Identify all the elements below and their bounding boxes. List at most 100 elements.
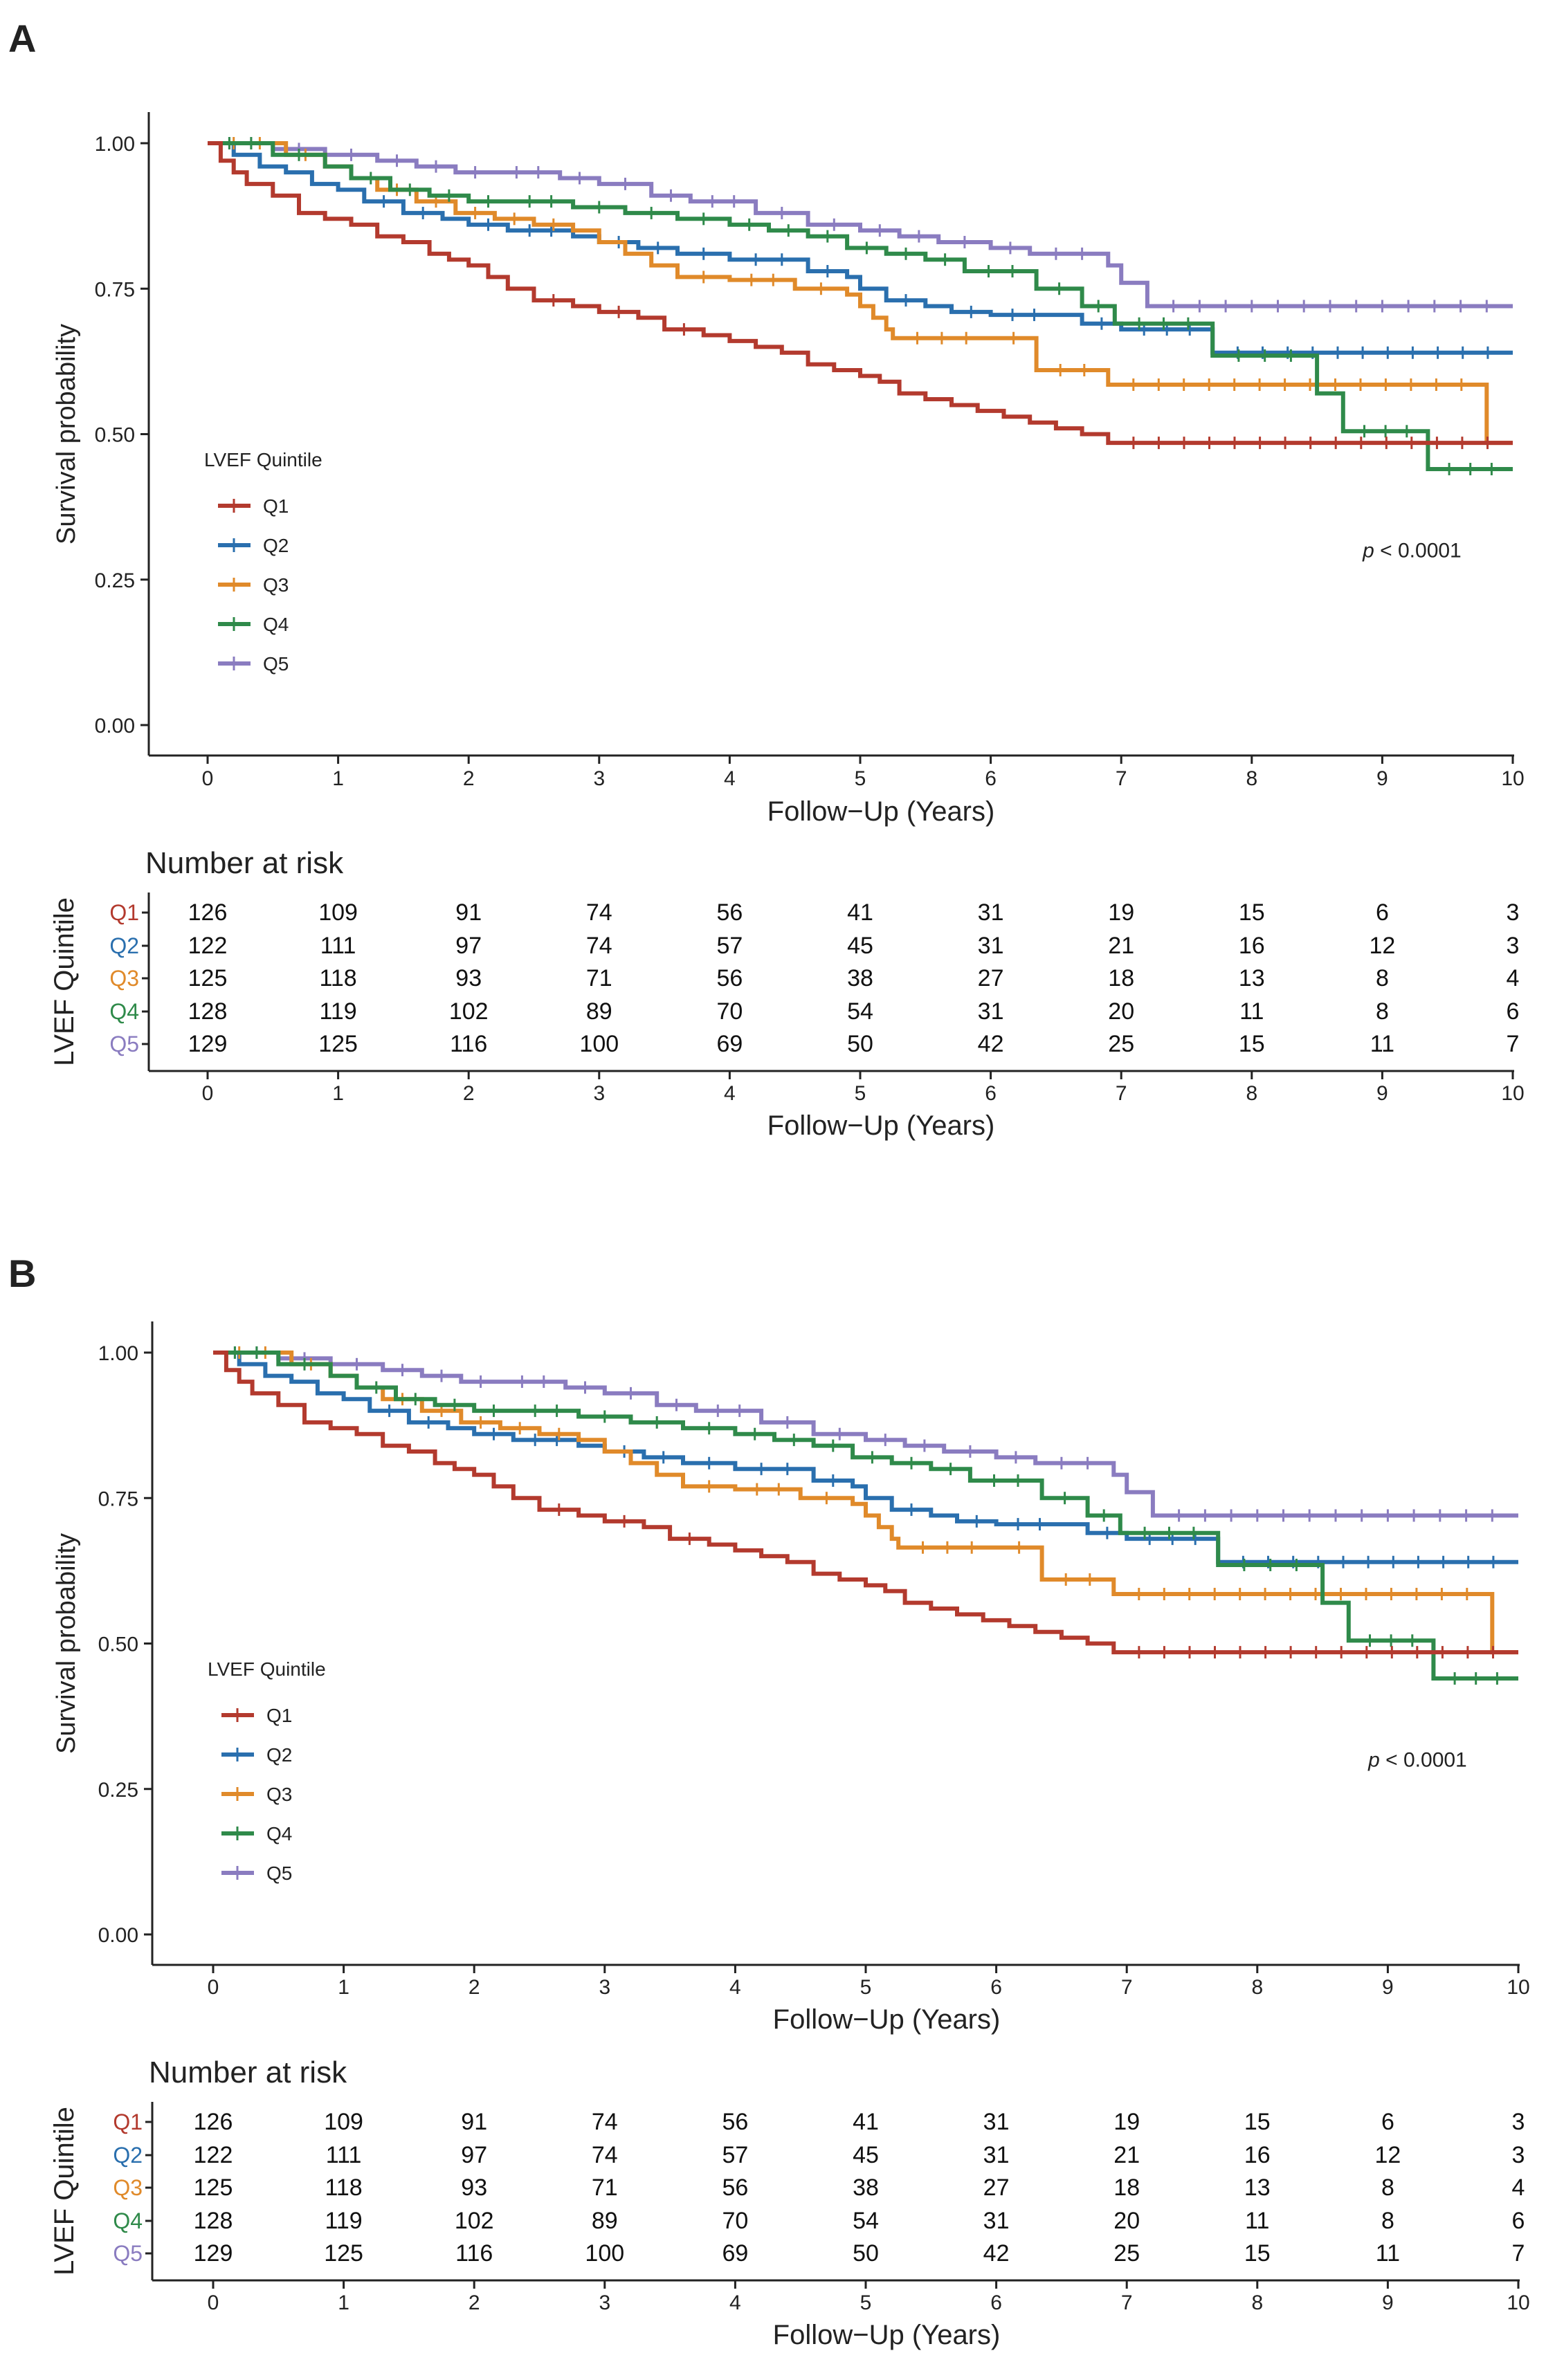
risk-cell: 56: [722, 2175, 748, 2201]
risk-cell: 15: [1239, 899, 1265, 926]
survival-curve-q3: [208, 141, 1513, 446]
risk-cell: 69: [722, 2240, 748, 2267]
risk-cell: 54: [853, 2208, 879, 2234]
risk-cell: 102: [449, 998, 489, 1025]
risk-x-axis-label: Follow−Up (Years): [773, 2320, 1001, 2350]
risk-x-tick-label: 10: [1507, 2291, 1529, 2314]
legend-label-q1: Q1: [263, 495, 289, 517]
risk-cell: 57: [716, 933, 743, 959]
x-tick-label: 2: [469, 1976, 480, 1999]
risk-cell: 116: [455, 2240, 493, 2267]
panel-label: A: [8, 17, 36, 60]
risk-cell: 12: [1369, 933, 1395, 959]
p-value-symbol: p: [1362, 540, 1374, 562]
risk-cell: 125: [324, 2240, 363, 2267]
risk-x-tick-label: 3: [593, 1082, 605, 1105]
risk-cell: 109: [318, 899, 358, 926]
censor-marks-q4: [233, 1346, 1498, 1685]
risk-x-tick-label: 3: [599, 2291, 610, 2314]
risk-cell: 56: [722, 2109, 748, 2135]
risk-cell: 119: [319, 998, 356, 1025]
panel-label: B: [8, 1252, 36, 1295]
risk-x-tick-label: 0: [202, 1082, 214, 1105]
y-tick-label: 0.00: [98, 1924, 138, 1947]
legend-title: LVEF Quintile: [208, 1658, 326, 1680]
x-axis-label: Follow−Up (Years): [773, 2004, 1001, 2035]
risk-cell: 71: [586, 965, 612, 991]
risk-table-title: Number at risk: [145, 846, 344, 880]
risk-cell: 122: [194, 2142, 233, 2168]
x-tick-label: 9: [1382, 1976, 1394, 1999]
y-tick-label: 0.75: [95, 278, 135, 301]
risk-cell: 6: [1381, 2109, 1394, 2135]
risk-cell: 20: [1113, 2208, 1140, 2234]
risk-cell: 15: [1244, 2240, 1271, 2267]
y-tick-label: 1.00: [95, 133, 135, 156]
y-tick-label: 0.50: [98, 1633, 138, 1656]
risk-cell: 38: [853, 2175, 879, 2201]
risk-cell: 6: [1512, 2208, 1525, 2234]
p-value: p < 0.0001: [1362, 540, 1462, 562]
risk-cell: 45: [853, 2142, 879, 2168]
risk-cell: 54: [847, 998, 873, 1025]
risk-x-tick-label: 4: [724, 1082, 736, 1105]
risk-cell: 102: [455, 2208, 494, 2234]
risk-cell: 118: [319, 965, 356, 991]
risk-cell: 50: [847, 1031, 873, 1057]
legend-label-q5: Q5: [266, 1862, 292, 1884]
survival-curve-q4: [213, 1351, 1518, 1681]
censor-marks-q2: [388, 1404, 1495, 1568]
risk-cell: 56: [716, 899, 743, 926]
risk-table-title: Number at risk: [149, 2056, 347, 2089]
risk-cell: 6: [1507, 998, 1520, 1025]
risk-row-label-q3: Q3: [113, 2175, 143, 2200]
y-axis-label: Survival probability: [52, 1533, 81, 1754]
risk-cell: 42: [983, 2240, 1010, 2267]
y-tick-label: 0.00: [95, 715, 135, 738]
x-tick-label: 5: [860, 1976, 872, 1999]
risk-cell: 74: [592, 2109, 618, 2135]
censor-marks-q1: [552, 294, 1489, 450]
x-tick-label: 1: [332, 767, 344, 790]
risk-x-tick-label: 4: [729, 2291, 741, 2314]
risk-x-tick-label: 6: [985, 1082, 997, 1105]
risk-cell: 118: [325, 2175, 362, 2201]
risk-cell: 4: [1507, 965, 1520, 991]
y-tick-label: 1.00: [98, 1342, 138, 1365]
risk-cell: 20: [1108, 998, 1134, 1025]
risk-cell: 27: [983, 2175, 1010, 2201]
risk-cell: 71: [592, 2175, 618, 2201]
risk-cell: 126: [194, 2109, 233, 2135]
x-tick-label: 5: [855, 767, 866, 790]
risk-row-label-q2: Q2: [109, 933, 139, 958]
censor-marks-q1: [558, 1503, 1494, 1659]
risk-cell: 18: [1108, 965, 1134, 991]
legend-label-q3: Q3: [266, 1784, 292, 1805]
censor-marks-q2: [383, 195, 1489, 359]
x-tick-label: 6: [990, 1976, 1002, 1999]
risk-cell: 74: [586, 899, 612, 926]
risk-cell: 16: [1239, 933, 1265, 959]
risk-cell: 15: [1239, 1031, 1265, 1057]
risk-cell: 116: [450, 1031, 487, 1057]
risk-cell: 57: [722, 2142, 748, 2168]
risk-cell: 97: [455, 933, 482, 959]
risk-x-tick-label: 10: [1501, 1082, 1524, 1105]
risk-row-label-q4: Q4: [109, 999, 139, 1024]
risk-cell: 11: [1245, 2208, 1269, 2234]
y-tick-label: 0.25: [95, 569, 135, 592]
risk-cell: 100: [585, 2240, 624, 2267]
p-value: p < 0.0001: [1367, 1749, 1467, 1772]
risk-cell: 8: [1381, 2208, 1394, 2234]
risk-x-tick-label: 5: [855, 1082, 866, 1105]
risk-row-label-q5: Q5: [109, 1032, 139, 1056]
risk-cell: 3: [1512, 2109, 1525, 2135]
risk-cell: 25: [1113, 2240, 1140, 2267]
x-tick-label: 4: [729, 1976, 741, 1999]
risk-cell: 109: [324, 2109, 363, 2135]
risk-cell: 91: [461, 2109, 487, 2135]
risk-cell: 21: [1113, 2142, 1140, 2168]
risk-cell: 31: [978, 933, 1004, 959]
risk-cell: 19: [1108, 899, 1134, 926]
risk-cell: 129: [194, 2240, 233, 2267]
